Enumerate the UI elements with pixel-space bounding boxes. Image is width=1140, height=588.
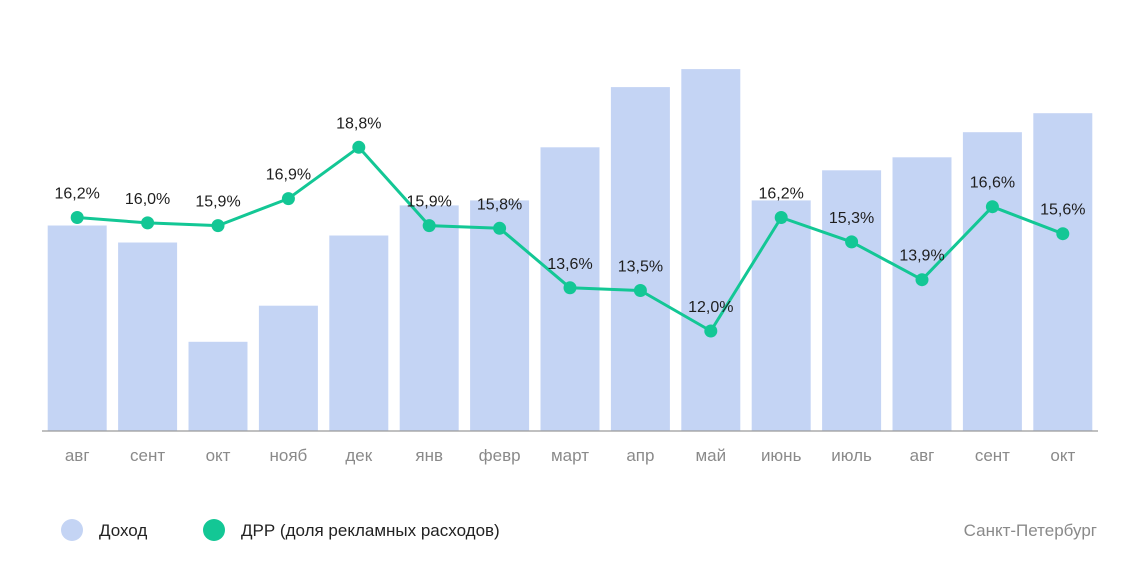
legend: Доход ДРР (доля рекламных расходов) [61, 519, 500, 541]
bar-3 [258, 305, 318, 431]
bar-series [47, 69, 1093, 432]
drr-label-7: 13,6% [547, 256, 592, 273]
city-label: Санкт-Петербург [964, 521, 1097, 540]
drr-point-2 [211, 219, 225, 233]
drr-label-5: 15,9% [407, 194, 452, 211]
drr-point-9 [704, 324, 718, 338]
drr-label-13: 16,6% [970, 175, 1015, 192]
x-tick-label-2: окт [206, 446, 231, 465]
x-tick-label-3: нояб [270, 446, 308, 465]
bar-1 [118, 242, 178, 431]
drr-label-2: 15,9% [195, 194, 240, 211]
drr-label-14: 15,6% [1040, 202, 1085, 219]
bar-8 [610, 87, 670, 431]
x-tick-label-5: янв [415, 446, 443, 465]
bar-12 [892, 157, 952, 432]
drr-point-11 [845, 235, 859, 249]
x-tick-label-6: февр [479, 446, 521, 465]
x-tick-labels: авг сент окт нояб дек янв февр март апр май июнь ию… [65, 446, 1076, 465]
x-tick-label-14: окт [1050, 446, 1075, 465]
drr-label-3: 16,9% [266, 167, 311, 184]
drr-point-1 [141, 216, 155, 230]
x-tick-label-7: март [551, 446, 589, 465]
legend-marker-drr [203, 519, 225, 541]
x-tick-label-1: сент [130, 446, 165, 465]
drr-label-6: 15,8% [477, 196, 522, 213]
drr-label-10: 16,2% [759, 186, 804, 203]
drr-label-4: 18,8% [336, 115, 381, 132]
drr-data-labels: 16,2% 16,0% 15,9% 16,9% 18,8% 15,9% 15,8% 13,6%… [55, 115, 1086, 316]
drr-label-12: 13,9% [899, 248, 944, 265]
x-tick-label-8: апр [626, 446, 654, 465]
drr-label-9: 12,0% [688, 299, 733, 316]
bar-5 [399, 205, 459, 431]
bar-11 [822, 170, 882, 432]
legend-label-drr: ДРР (доля рекламных расходов) [241, 521, 500, 540]
x-tick-label-0: авг [65, 446, 90, 465]
drr-point-5 [422, 219, 436, 233]
drr-point-10 [774, 211, 788, 224]
drr-point-6 [493, 221, 507, 235]
drr-point-13 [985, 200, 999, 214]
drr-label-0: 16,2% [55, 186, 100, 203]
bar-10 [751, 200, 811, 431]
drr-points [70, 140, 1070, 338]
drr-label-1: 16,0% [125, 191, 170, 208]
drr-point-4 [352, 140, 366, 154]
bar-2 [188, 341, 248, 431]
drr-label-8: 13,5% [618, 259, 663, 276]
x-tick-label-12: авг [910, 446, 935, 465]
drr-label-11: 15,3% [829, 210, 874, 227]
drr-point-8 [633, 284, 647, 297]
bar-14 [1033, 113, 1093, 431]
bar-9 [681, 69, 741, 431]
x-tick-label-9: май [695, 446, 726, 465]
bar-0 [47, 225, 107, 431]
drr-point-14 [1056, 227, 1070, 241]
drr-point-0 [70, 211, 84, 224]
x-tick-label-4: дек [345, 446, 372, 465]
drr-point-12 [915, 273, 929, 287]
x-tick-label-13: сент [975, 446, 1010, 465]
x-tick-label-10: июнь [761, 446, 802, 465]
bar-13 [962, 132, 1022, 431]
drr-point-7 [563, 281, 577, 295]
bar-4 [329, 235, 389, 431]
bar-6 [470, 200, 530, 431]
legend-marker-income [61, 519, 83, 541]
legend-label-income: Доход [99, 521, 147, 540]
drr-point-3 [281, 192, 295, 206]
x-tick-label-11: июль [831, 446, 872, 465]
